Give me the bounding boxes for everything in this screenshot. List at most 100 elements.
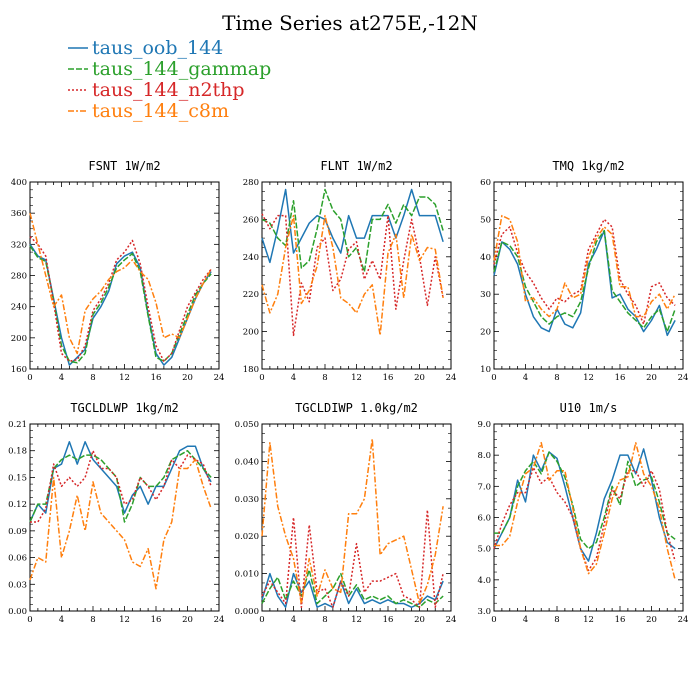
y-tick-label: 280	[243, 178, 259, 188]
legend-label: taus_144_n2thp	[92, 79, 245, 101]
x-tick-label: 8	[554, 615, 559, 625]
y-tick-label: 320	[11, 240, 27, 250]
x-tick-label: 8	[554, 373, 559, 383]
y-tick-label: 8.0	[477, 451, 491, 461]
plot-frame	[29, 181, 220, 370]
figure-title: Time Series at275E,-12N	[222, 11, 478, 35]
y-tick-label: 400	[11, 178, 27, 188]
x-tick-label: 0	[491, 373, 496, 383]
legend: taus_oob_144 taus_144_gammap taus_144_n2…	[68, 37, 271, 122]
y-tick-label: 0.12	[8, 500, 27, 510]
series-line-taus-144-gammap	[494, 451, 676, 550]
y-tick-label: 7.0	[477, 482, 491, 492]
series-line-taus-144-c8m	[29, 212, 212, 355]
y-tick-label: 0.010	[235, 570, 259, 580]
x-tick-label: 0	[259, 615, 264, 625]
x-tick-label: 16	[383, 373, 394, 383]
y-tick-label: 180	[243, 365, 259, 375]
series-line-taus-oob-144	[261, 188, 444, 264]
series-line-taus-144-c8m	[29, 458, 212, 590]
x-tick-label: 8	[322, 373, 327, 383]
y-tick-label: 10	[480, 365, 491, 375]
series-line-taus-144-gammap	[29, 449, 212, 523]
x-tick-label: 16	[151, 615, 162, 625]
x-tick-label: 8	[90, 615, 95, 625]
y-tick-label: 40	[480, 253, 491, 263]
chart-panel: FLNT 1W/m2 0 4 8 12 16 20 24 180 200 220 240 260 280	[243, 159, 457, 383]
legend-item: taus_144_n2thp	[68, 79, 245, 101]
chart-panel: TGCLDIWP 1.0kg/m2 0 4 8 12 16 20 24 0.000 0.010 0.…	[235, 401, 457, 625]
y-tick-label: 220	[243, 290, 259, 300]
chart-panel: U10 1m/s 0 4 8 12 16 20 24 3.0 4.0 5.0 6.0 7.0 8.0 9.0	[477, 401, 688, 625]
x-tick-label: 12	[583, 373, 594, 383]
y-tick-label: 0.020	[235, 532, 259, 542]
series-line-taus-144-n2thp	[30, 449, 212, 523]
y-tick-label: 360	[11, 209, 27, 219]
series-line-taus-144-gammap	[29, 245, 212, 364]
y-tick-label: 4.0	[477, 576, 491, 586]
y-tick-label: 200	[11, 334, 27, 344]
series-line-taus-144-c8m	[493, 214, 676, 318]
x-tick-label: 12	[119, 615, 130, 625]
series-line-taus-144-n2thp	[493, 218, 676, 325]
series-line-taus-144-n2thp	[29, 236, 212, 362]
y-tick-label: 160	[11, 365, 27, 375]
series-line-taus-oob-144	[29, 441, 212, 523]
x-tick-label: 16	[615, 373, 626, 383]
x-tick-label: 20	[646, 615, 657, 625]
legend-label: taus_oob_144	[92, 37, 223, 59]
x-tick-label: 0	[259, 373, 264, 383]
y-tick-label: 6.0	[477, 514, 491, 524]
x-tick-label: 20	[182, 615, 193, 625]
panel-title: TGCLDLWP 1kg/m2	[70, 401, 178, 415]
y-tick-label: 0.000	[235, 607, 259, 617]
x-tick-label: 24	[678, 615, 689, 625]
y-tick-label: 3.0	[477, 607, 491, 617]
x-tick-label: 4	[59, 615, 64, 625]
x-tick-label: 4	[523, 615, 528, 625]
series-line-taus-144-c8m	[261, 214, 444, 337]
y-tick-label: 280	[11, 272, 27, 282]
y-tick-label: 240	[243, 253, 259, 263]
plot-frame	[29, 423, 220, 612]
y-tick-label: 0.06	[8, 554, 27, 564]
y-tick-label: 5.0	[477, 545, 491, 555]
x-tick-label: 24	[678, 373, 689, 383]
legend-label: taus_144_c8m	[92, 100, 229, 122]
x-tick-label: 0	[27, 615, 32, 625]
series-line-taus-oob-144	[261, 572, 444, 609]
panel-title: U10 1m/s	[560, 401, 618, 415]
panel-title: TMQ 1kg/m2	[552, 159, 624, 173]
x-tick-label: 4	[59, 373, 64, 383]
x-tick-label: 24	[214, 615, 225, 625]
y-tick-label: 0.15	[8, 473, 27, 483]
y-tick-label: 0.18	[8, 447, 27, 457]
y-tick-label: 0.050	[235, 420, 259, 430]
y-tick-label: 50	[480, 215, 491, 225]
series-line-taus-144-n2thp	[261, 213, 444, 337]
y-tick-label: 60	[480, 178, 491, 188]
plot-frame	[493, 423, 684, 612]
panel-title: TGCLDIWP 1.0kg/m2	[295, 401, 418, 415]
y-tick-label: 200	[243, 328, 259, 338]
x-tick-label: 4	[291, 373, 296, 383]
legend-item: taus_144_c8m	[68, 100, 229, 122]
series-line-taus-144-c8m	[261, 438, 444, 605]
y-tick-label: 20	[480, 328, 491, 338]
y-tick-label: 0.030	[235, 495, 259, 505]
series-line-taus-144-gammap	[261, 188, 444, 273]
series-line-taus-144-n2thp	[493, 466, 676, 572]
y-tick-label: 0.21	[8, 420, 27, 430]
chart-panel: TMQ 1kg/m2 0 4 8 12 16 20 24 10 20 30 40 50 60	[480, 159, 688, 383]
panels: FSNT 1W/m20 4 8 12 16 20 241602002402803203604…	[8, 159, 688, 625]
legend-item: taus_oob_144	[68, 37, 223, 59]
x-tick-label: 12	[119, 373, 130, 383]
plot-frame	[261, 423, 452, 612]
y-tick-label: 260	[243, 215, 259, 225]
x-tick-label: 16	[383, 615, 394, 625]
y-tick-label: 0.03	[8, 580, 27, 590]
series-line-taus-144-gammap	[493, 229, 676, 333]
x-tick-label: 12	[351, 373, 362, 383]
series-line-taus-oob-144	[29, 243, 212, 366]
